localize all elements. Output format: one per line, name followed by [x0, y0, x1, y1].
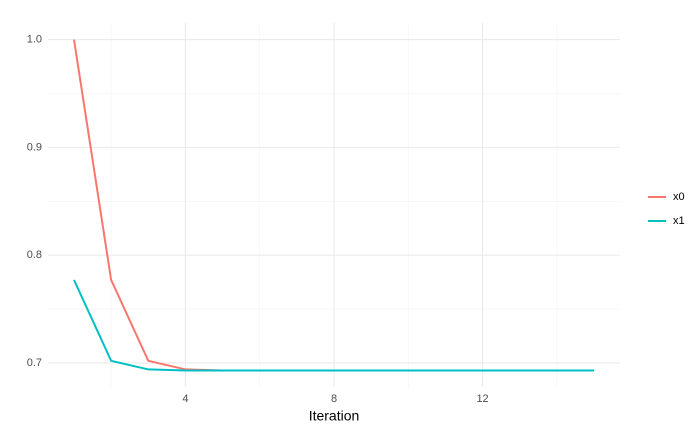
- y-tick-label: 1.0: [27, 34, 42, 46]
- line: [73, 279, 594, 372]
- legend-label: x0: [673, 191, 685, 203]
- legend-label: x1: [673, 215, 685, 227]
- y-tick-label: 0.8: [27, 249, 42, 261]
- x-tick-label: 12: [476, 393, 488, 405]
- x-axis-title: Iteration: [309, 408, 360, 424]
- y-tick-label: 0.7: [27, 357, 42, 369]
- x-tick-label: 4: [182, 393, 188, 405]
- x-tick-label: 8: [331, 393, 337, 405]
- y-tick-label: 0.9: [27, 141, 42, 153]
